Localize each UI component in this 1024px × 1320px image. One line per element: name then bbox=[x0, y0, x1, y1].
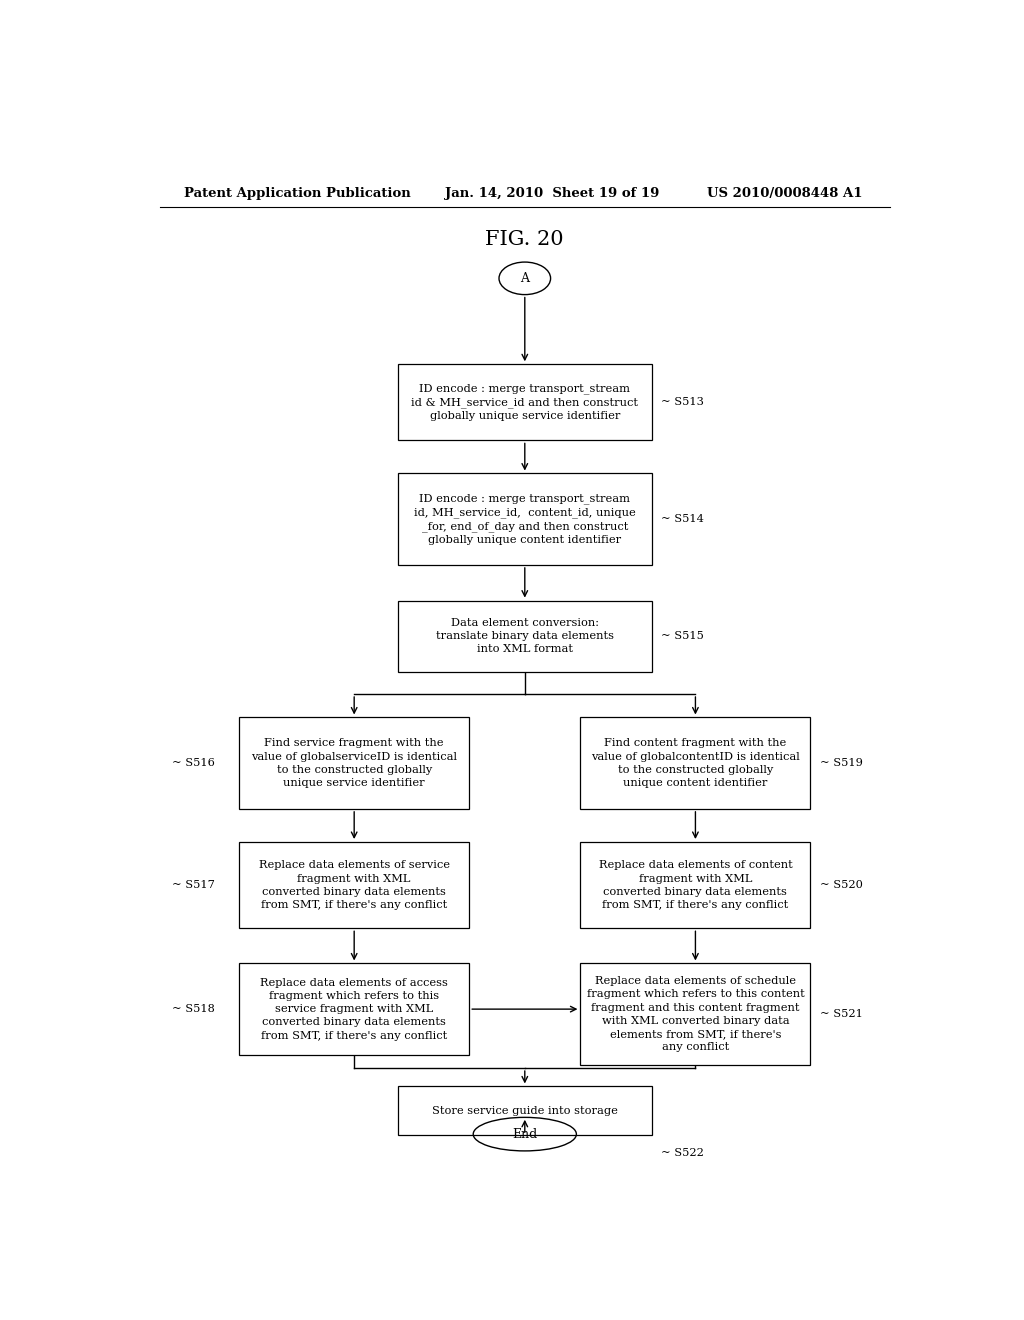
Text: Store service guide into storage: Store service guide into storage bbox=[432, 1106, 617, 1115]
Text: ~ S514: ~ S514 bbox=[662, 515, 705, 524]
FancyBboxPatch shape bbox=[581, 964, 810, 1065]
FancyBboxPatch shape bbox=[397, 474, 651, 565]
Text: ~ S518: ~ S518 bbox=[172, 1005, 214, 1014]
Text: ~ S519: ~ S519 bbox=[820, 758, 863, 768]
Text: End: End bbox=[512, 1127, 538, 1140]
Text: ~ S516: ~ S516 bbox=[172, 758, 214, 768]
Text: Data element conversion:
translate binary data elements
into XML format: Data element conversion: translate binar… bbox=[436, 618, 613, 655]
Text: ~ S513: ~ S513 bbox=[662, 397, 705, 408]
FancyBboxPatch shape bbox=[397, 364, 651, 441]
Text: Replace data elements of content
fragment with XML
converted binary data element: Replace data elements of content fragmen… bbox=[599, 861, 793, 909]
Text: ~ S517: ~ S517 bbox=[172, 880, 214, 890]
Text: FIG. 20: FIG. 20 bbox=[485, 230, 564, 249]
Text: Replace data elements of access
fragment which refers to this
service fragment w: Replace data elements of access fragment… bbox=[260, 978, 449, 1040]
Text: Find service fragment with the
value of globalserviceID is identical
to the cons: Find service fragment with the value of … bbox=[251, 738, 457, 788]
FancyBboxPatch shape bbox=[397, 601, 651, 672]
FancyBboxPatch shape bbox=[239, 842, 469, 928]
Text: ~ S515: ~ S515 bbox=[662, 631, 705, 642]
FancyBboxPatch shape bbox=[239, 964, 469, 1055]
Text: ID encode : merge transport_stream
id & MH_service_id and then construct
globall: ID encode : merge transport_stream id & … bbox=[412, 383, 638, 421]
FancyBboxPatch shape bbox=[397, 1086, 651, 1135]
Text: ~ S522: ~ S522 bbox=[662, 1148, 705, 1159]
FancyBboxPatch shape bbox=[581, 718, 810, 809]
Text: Find content fragment with the
value of globalcontentID is identical
to the cons: Find content fragment with the value of … bbox=[591, 738, 800, 788]
Text: Replace data elements of schedule
fragment which refers to this content
fragment: Replace data elements of schedule fragme… bbox=[587, 977, 804, 1052]
FancyBboxPatch shape bbox=[581, 842, 810, 928]
Text: A: A bbox=[520, 272, 529, 285]
Text: ID encode : merge transport_stream
id, MH_service_id,  content_id, unique
_for, : ID encode : merge transport_stream id, M… bbox=[414, 494, 636, 545]
Text: Replace data elements of service
fragment with XML
converted binary data element: Replace data elements of service fragmen… bbox=[259, 861, 450, 909]
Text: Patent Application Publication: Patent Application Publication bbox=[183, 187, 411, 201]
Text: ~ S521: ~ S521 bbox=[820, 1010, 863, 1019]
Text: ~ S520: ~ S520 bbox=[820, 880, 863, 890]
FancyBboxPatch shape bbox=[239, 718, 469, 809]
Text: US 2010/0008448 A1: US 2010/0008448 A1 bbox=[708, 187, 863, 201]
Text: Jan. 14, 2010  Sheet 19 of 19: Jan. 14, 2010 Sheet 19 of 19 bbox=[445, 187, 659, 201]
